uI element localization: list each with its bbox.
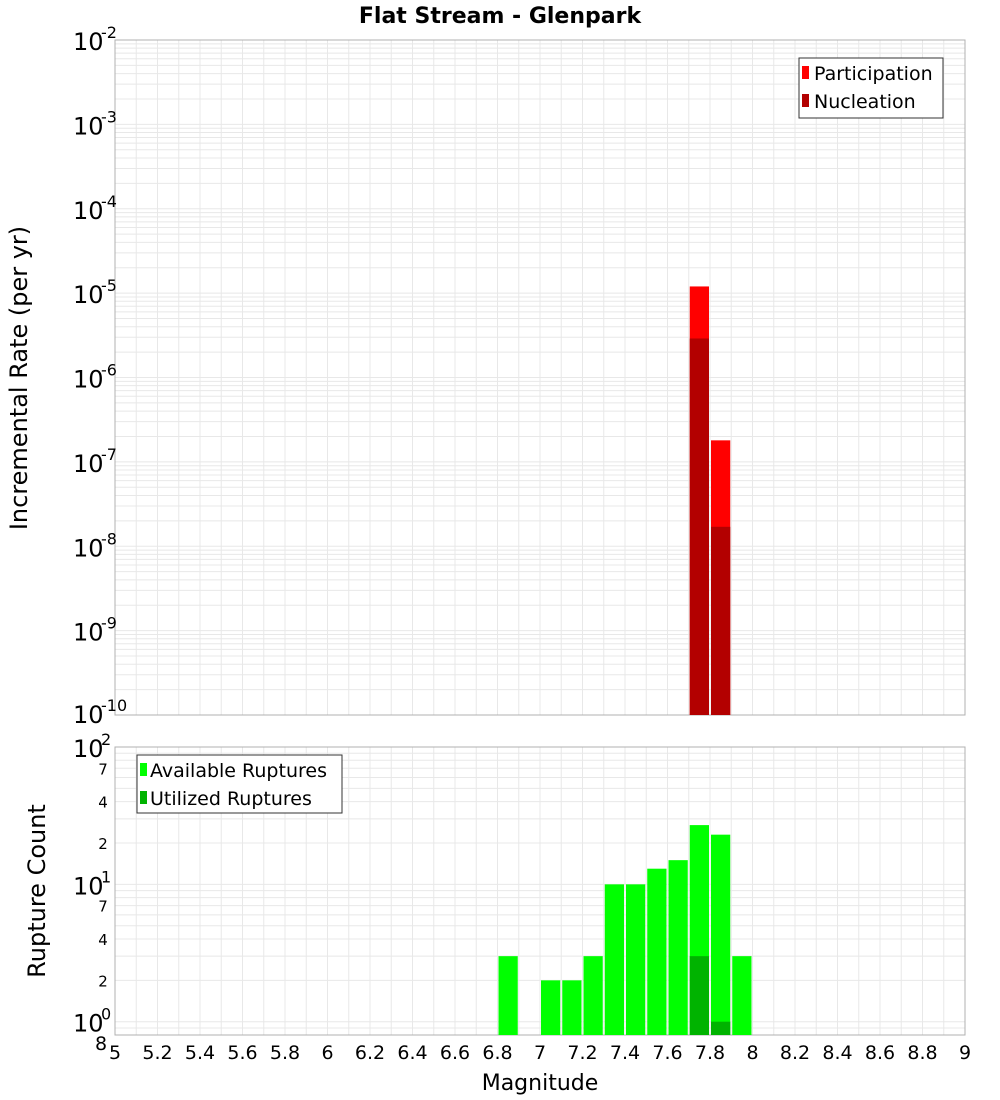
top-nucleation-bar [689, 338, 709, 715]
top-nucleation-bar [711, 526, 731, 715]
bottom-utilized-ruptures-bar [689, 956, 709, 1035]
bottom-available-ruptures-bar [626, 884, 646, 1035]
legend-participation-swatch [802, 66, 809, 79]
chart-title: Flat Stream - Glenpark [359, 4, 643, 29]
x-tick-label: 6.2 [355, 1042, 385, 1064]
x-tick-label: 5.6 [227, 1042, 257, 1064]
legend-nucleation-label: Nucleation [814, 91, 916, 113]
bottom-available-ruptures-bar [647, 868, 667, 1035]
bottom-available-ruptures-bar [583, 956, 603, 1035]
top-y-tick-exponent: -4 [101, 192, 117, 211]
legend-available-label: Available Ruptures [150, 760, 327, 782]
bottom-y-minor-tick-label: 2 [98, 835, 108, 853]
bottom-y-minor-tick-label: 7 [98, 760, 108, 778]
top-y-tick-label: 10 [73, 534, 104, 562]
x-tick-label: 8.6 [865, 1042, 895, 1064]
x-tick-label: 9 [959, 1042, 971, 1064]
top-y-tick-label: 10 [73, 281, 104, 309]
top-y-axis-ticks: 10-210-310-410-510-610-710-810-910-10 [73, 23, 127, 729]
top-plot-area [114, 39, 966, 716]
bottom-available-ruptures-bar [711, 834, 731, 1035]
bottom-y-tick-exponent: 0 [101, 1005, 111, 1024]
legend-nucleation-swatch [802, 94, 809, 107]
legend-available-swatch [140, 763, 147, 776]
x-tick-label: 7.4 [610, 1042, 640, 1064]
x-tick-label: 6.8 [482, 1042, 512, 1064]
top-y-tick-label: 10 [73, 701, 104, 729]
x-axis-label: Magnitude [482, 1071, 599, 1096]
x-tick-label: 5.4 [185, 1042, 215, 1064]
top-y-tick-exponent: -9 [101, 614, 117, 633]
bottom-available-ruptures-bar [541, 980, 561, 1035]
top-y-tick-exponent: -6 [101, 361, 117, 380]
x-tick-label: 8.4 [822, 1042, 852, 1064]
top-legend: Participation Nucleation [798, 57, 944, 119]
bottom-y-minor-tick-label: 2 [98, 972, 108, 990]
bottom-plot-bars [498, 825, 752, 1035]
top-y-tick-label: 10 [73, 112, 104, 140]
top-y-tick-exponent: -2 [101, 23, 117, 42]
top-y-tick-label: 10 [73, 450, 104, 478]
top-y-tick-exponent: -8 [101, 529, 117, 548]
x-tick-label: 7 [534, 1042, 546, 1064]
top-y-tick-exponent: -3 [101, 107, 117, 126]
x-tick-label: 5.8 [270, 1042, 300, 1064]
bottom-available-ruptures-bar [562, 980, 582, 1035]
x-tick-label: 8.2 [780, 1042, 810, 1064]
top-legend-box [798, 57, 944, 119]
bottom-available-ruptures-bar [604, 884, 624, 1035]
bottom-utilized-ruptures-bar [711, 1021, 731, 1035]
bottom-available-ruptures-bar [668, 860, 688, 1035]
x-tick-label: 5 [109, 1042, 121, 1064]
top-plot-grid [115, 40, 965, 715]
x-tick-label: 5.2 [142, 1042, 172, 1064]
top-y-tick-exponent: -5 [101, 276, 117, 295]
bottom-y-minor-tick-label: 7 [98, 898, 108, 916]
bottom-y-axis-label: Rupture Count [23, 804, 51, 978]
bottom-y-minor-tick-label: 4 [98, 794, 108, 812]
x-tick-label: 7.6 [652, 1042, 682, 1064]
x-tick-label: 8 [746, 1042, 758, 1064]
bottom-available-ruptures-bar [732, 956, 752, 1035]
bottom-y-tick-exponent: 1 [101, 867, 111, 886]
legend-participation-label: Participation [814, 63, 933, 85]
top-y-tick-label: 10 [73, 28, 104, 56]
bottom-y-minor-tick-label: 4 [98, 931, 108, 949]
top-y-tick-label: 10 [73, 619, 104, 647]
bottom-y-tick-label: 10 [73, 872, 104, 900]
bottom-plot-area [114, 746, 966, 1036]
legend-utilized-swatch [140, 791, 147, 804]
top-y-tick-label: 10 [73, 366, 104, 394]
x-tick-label: 6.6 [440, 1042, 470, 1064]
x-tick-label: 6 [321, 1042, 333, 1064]
x-tick-label: 7.8 [695, 1042, 725, 1064]
top-plot-bars [689, 286, 731, 715]
x-tick-label: 8.8 [907, 1042, 937, 1064]
legend-utilized-label: Utilized Ruptures [150, 788, 312, 810]
top-y-tick-label: 10 [73, 197, 104, 225]
top-y-tick-exponent: -7 [101, 445, 117, 464]
bottom-y-minor-tick-label: 8 [95, 1033, 107, 1055]
bottom-y-tick-label: 10 [73, 735, 104, 763]
bottom-y-tick-exponent: 2 [101, 730, 111, 749]
x-axis-ticks: 5 5.2 5.4 5.6 5.8 6 6.2 6.4 6.6 6.8 7 7.2 7.4 7.6 7.8 8… [109, 1042, 971, 1064]
bottom-legend: Available Ruptures Utilized Ruptures [136, 754, 343, 814]
x-tick-label: 6.4 [397, 1042, 427, 1064]
top-y-axis-label: Incremental Rate (per yr) [5, 226, 33, 530]
bottom-available-ruptures-bar [498, 956, 518, 1035]
bottom-y-tick-label: 10 [73, 1010, 104, 1038]
top-y-tick-exponent: -10 [101, 696, 127, 715]
x-tick-label: 7.2 [567, 1042, 597, 1064]
bottom-legend-box [136, 754, 343, 814]
